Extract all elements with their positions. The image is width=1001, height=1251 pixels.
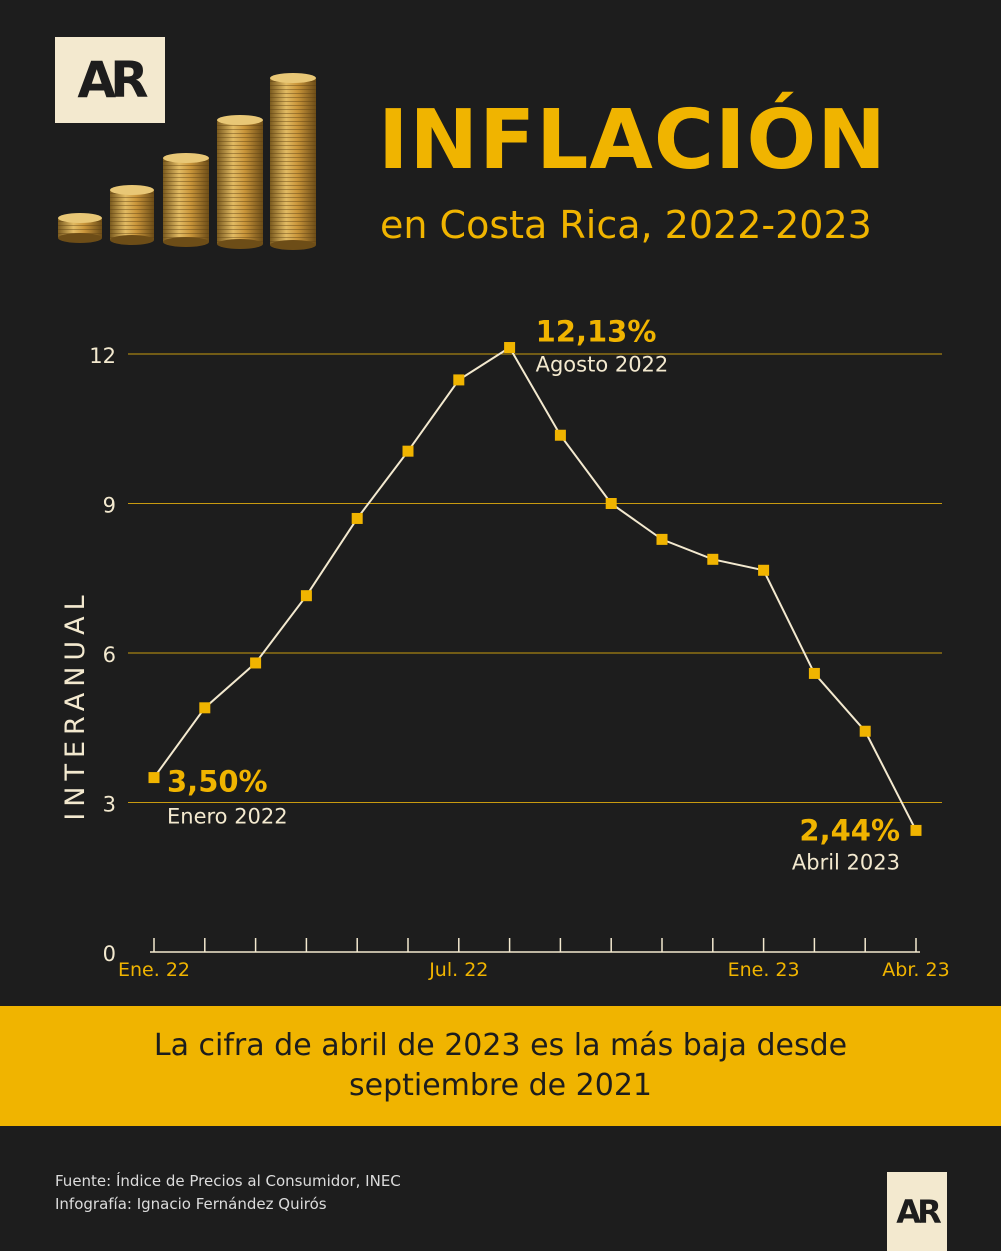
- annotation-value: 12,13%: [536, 315, 657, 349]
- coin-stacks-illustration: [58, 73, 316, 250]
- y-axis-label: INTERANUAL: [60, 589, 91, 820]
- data-point-13: [808, 667, 820, 679]
- annotation-value: 3,50%: [167, 765, 268, 799]
- grid-layer: [128, 353, 942, 803]
- brand-logo: AR: [55, 37, 165, 123]
- data-point-5: [402, 445, 414, 457]
- footer: Fuente: Índice de Precios al Consumidor,…: [55, 1170, 401, 1216]
- data-point-10: [656, 533, 668, 545]
- marker-layer: [148, 342, 922, 836]
- y-tick-label-3: 3: [103, 793, 116, 817]
- data-point-9: [605, 498, 617, 509]
- data-point-0: [148, 772, 160, 784]
- inflation-line-chart: 0 3 6 9 12 INTERANUAL Ene. 22 Jul. 22 Ene. 23 Abr…: [60, 315, 950, 981]
- highlight-banner: La cifra de abril de 2023 es la más baja…: [0, 1006, 1001, 1126]
- coin-stack-3: [163, 153, 209, 247]
- data-point-3: [300, 590, 312, 602]
- series-line: [153, 346, 917, 831]
- y-tick-label-12: 12: [89, 344, 116, 368]
- x-tick-label: Ene. 22: [118, 959, 190, 981]
- axis-layer: 0 3 6 9 12 INTERANUAL Ene. 22 Jul. 22 Ene. 23 Abr…: [60, 344, 950, 981]
- coin-stack-4: [217, 115, 263, 249]
- line-layer: [153, 346, 917, 831]
- annotation-label: Abril 2023: [792, 850, 900, 874]
- data-point-15: [910, 824, 922, 836]
- data-point-1: [199, 702, 211, 714]
- page-title: INFLACIÓN: [378, 93, 887, 188]
- coin-stack-1: [58, 213, 102, 243]
- source-text: Fuente: Índice de Precios al Consumidor,…: [55, 1172, 401, 1190]
- footer-logo: AR: [887, 1172, 947, 1251]
- annotation-label: Enero 2022: [167, 805, 288, 829]
- credit-text: Infografía: Ignacio Fernández Quirós: [55, 1195, 327, 1213]
- data-point-2: [250, 657, 262, 669]
- y-tick-label-0: 0: [103, 942, 116, 966]
- y-tick-label-6: 6: [103, 643, 116, 667]
- coin-stack-5: [270, 73, 316, 250]
- data-point-4: [351, 512, 363, 524]
- brand-logo-text: AR: [77, 51, 148, 109]
- coin-stack-2: [110, 185, 154, 245]
- annotation-value: 2,44%: [799, 813, 900, 847]
- data-point-12: [758, 564, 770, 576]
- x-tick-label: Abr. 23: [882, 959, 949, 981]
- data-point-14: [859, 725, 871, 737]
- annotation-layer: 3,50% Enero 2022 12,13% Agosto 2022 2,44% Abr…: [167, 315, 900, 875]
- data-point-11: [707, 553, 719, 565]
- data-point-6: [453, 374, 465, 386]
- banner-text: La cifra de abril de 2023 es la más baja…: [153, 1027, 848, 1104]
- annotation-label: Agosto 2022: [536, 353, 669, 377]
- data-point-7: [504, 342, 516, 354]
- footer-logo-text: AR: [896, 1192, 941, 1231]
- x-tick-label: Ene. 23: [728, 959, 800, 981]
- x-tick-label: Jul. 22: [428, 959, 488, 981]
- page-subtitle: en Costa Rica, 2022-2023: [380, 203, 872, 247]
- data-point-8: [554, 429, 566, 441]
- y-tick-label-9: 9: [103, 494, 116, 518]
